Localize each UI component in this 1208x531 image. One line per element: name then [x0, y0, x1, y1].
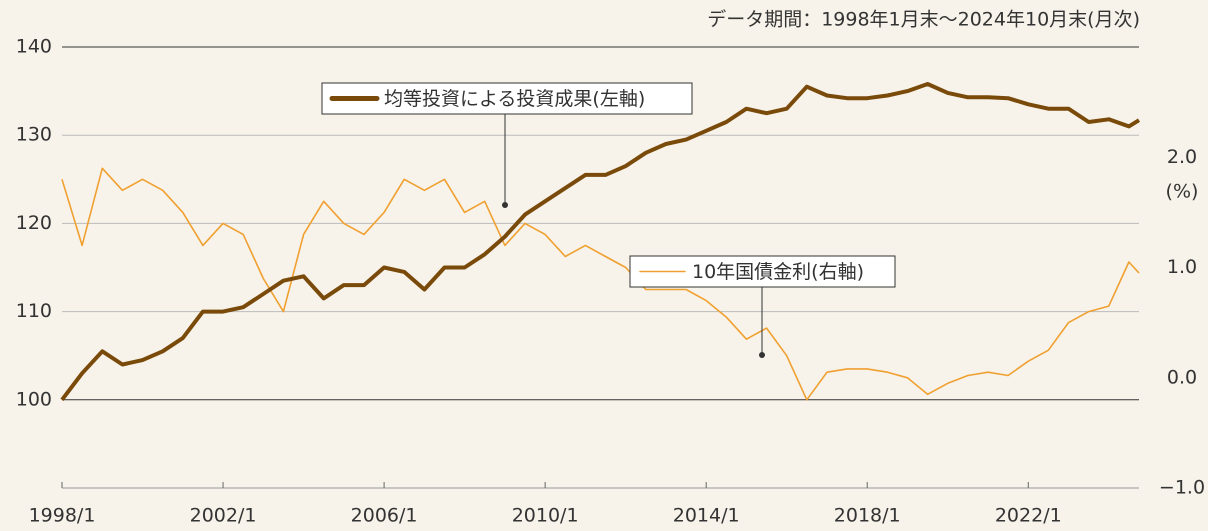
y-tick-label: 140 — [16, 36, 52, 58]
x-tick-label: 1998/1 — [29, 505, 96, 527]
y-tick-label: 130 — [16, 124, 52, 146]
legend-box — [321, 82, 693, 115]
y2-tick-label: −1.0 — [1159, 477, 1205, 499]
x-tick-label: 2022/1 — [995, 505, 1062, 527]
x-tick-label: 2010/1 — [512, 505, 579, 527]
x-tick-label: 2018/1 — [834, 505, 901, 527]
y-tick-label: 110 — [16, 300, 52, 322]
x-tick-label: 2014/1 — [673, 505, 740, 527]
y2-tick-label: 1.0 — [1167, 256, 1197, 278]
y-tick-label: 120 — [16, 212, 52, 234]
leader-dot — [502, 202, 508, 208]
series-line — [61, 167, 1140, 401]
note: データ期間：1998年1月末～2024年10月末(月次) — [707, 9, 1140, 31]
x-tick-label: 2006/1 — [351, 505, 418, 527]
series-line — [60, 82, 1141, 402]
y2-tick-label: 0.0 — [1167, 366, 1197, 388]
y2-tick-label: 2.0 — [1167, 146, 1197, 168]
x-tick-label: 2002/1 — [190, 505, 257, 527]
y-tick-label: 100 — [16, 388, 52, 410]
legend-label: 10年国債金利(右軸) — [692, 261, 864, 283]
legend-label: 均等投資による投資成果(左軸) — [384, 88, 645, 110]
leader-dot — [759, 352, 765, 358]
y2-unit: (%) — [1166, 181, 1199, 203]
